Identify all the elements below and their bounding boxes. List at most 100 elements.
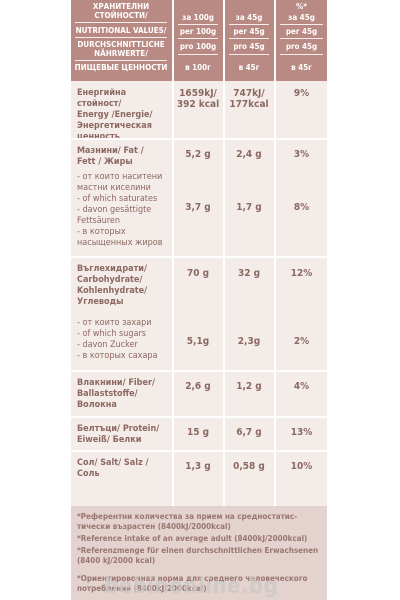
label-line: Kohlenhydrate/ bbox=[77, 286, 148, 296]
divider bbox=[229, 38, 269, 39]
footnote-line: тически възрастен (8400kJ/2000kcal) bbox=[77, 522, 231, 531]
value-percent: 4% bbox=[293, 381, 310, 392]
label-line: Energy /Energie/ bbox=[77, 110, 153, 120]
value-per-45g: 1,2 g bbox=[236, 381, 262, 392]
footnote-line: *Reference intake of an average adult (8… bbox=[77, 534, 308, 543]
label-line: Fettsäuren bbox=[77, 216, 121, 226]
header-col-line: за 45g bbox=[288, 13, 315, 22]
divider bbox=[280, 54, 323, 55]
footnote-line: *Референтни количества за прием на средн… bbox=[77, 512, 298, 521]
value-per-100g: 1659kJ/ 392 kcal bbox=[174, 88, 222, 110]
row-divider bbox=[71, 370, 327, 372]
value-per-45g: 747kJ/ 177kcal bbox=[225, 88, 273, 110]
header-col-line: pro 100g bbox=[179, 42, 217, 51]
site-watermark: bebinonline.bg bbox=[104, 574, 279, 599]
value-per-100g: 3,7 g bbox=[185, 202, 211, 213]
column-divider bbox=[172, 0, 174, 506]
value-per-100g: 5,1g bbox=[186, 336, 210, 347]
header-label-line: ПИЩЕВЫЕ ЦЕННОСТИ bbox=[74, 63, 168, 72]
label-line: - в которых сахара bbox=[77, 351, 158, 361]
divider bbox=[280, 38, 323, 39]
footnote-box: *Референтни количества за прием на средн… bbox=[71, 506, 327, 600]
header-col-line: %* bbox=[296, 2, 307, 11]
label-line: Fett / Жиры bbox=[77, 157, 133, 167]
header-col-line: pro 45g bbox=[285, 42, 318, 51]
label-line: - в которых bbox=[77, 227, 126, 237]
label-line: Энергетическая bbox=[77, 121, 152, 131]
value-percent: 13% bbox=[290, 427, 313, 438]
value-percent: 12% bbox=[290, 268, 313, 279]
header-col-line: в 100г bbox=[185, 63, 211, 72]
label-line: Сол/ Salt/ Salz / bbox=[77, 458, 149, 468]
divider bbox=[75, 22, 167, 23]
row-divider bbox=[71, 138, 327, 140]
label-line: Соль bbox=[77, 469, 100, 479]
label-line: Волокна bbox=[77, 400, 117, 410]
label-line: - of which saturates bbox=[77, 194, 158, 204]
value-per-100g: 1,3 g bbox=[185, 461, 211, 472]
footnote-line: (8400 kJ/2000 kcal) bbox=[77, 556, 156, 565]
divider bbox=[280, 24, 323, 25]
row-label: Белтъци/ Protein/ Eiweiß/ Белки bbox=[77, 424, 169, 446]
label-line: Ballaststoffe/ bbox=[77, 389, 138, 399]
header-label-line: NÄHRWERTE/ bbox=[94, 49, 148, 58]
value-per-45g: 1,7 g bbox=[236, 202, 262, 213]
row-divider bbox=[71, 416, 327, 418]
footnote-line: *Referenzmenge für einen durchschnittlic… bbox=[77, 546, 319, 555]
row-divider bbox=[71, 256, 327, 258]
column-divider bbox=[274, 0, 276, 506]
footnote-line: потребления (8400kJ/2000kcal) bbox=[77, 584, 207, 593]
header-label-line: DURCHSCHNITTLICHE bbox=[77, 40, 165, 49]
label-line: - davon Zucker bbox=[77, 340, 138, 350]
value-per-100g: 5,2 g bbox=[185, 149, 211, 160]
value-per-45g: 0,58 g bbox=[233, 461, 265, 472]
label-line: - davon gesättigte bbox=[77, 205, 152, 215]
divider bbox=[178, 38, 218, 39]
header-label-column: ХРАНИТЕЛНИ СТОЙНОСТИ/ NUTRITIONAL VALUES… bbox=[71, 0, 171, 81]
row-label: Въглехидрати/ Carbohydrate/ Kohlenhydrat… bbox=[77, 264, 169, 308]
header-label-line: СТОЙНОСТИ/ bbox=[94, 11, 148, 20]
label-line: ценность bbox=[77, 132, 120, 142]
value-per-45g: 6,7 g bbox=[236, 427, 262, 438]
header-col-line: за 100g bbox=[182, 13, 214, 22]
column-divider bbox=[223, 0, 225, 506]
value-per-45g: 2,3g bbox=[237, 336, 261, 347]
value-line: 747kJ/ bbox=[233, 88, 265, 99]
value-per-100g: 15 g bbox=[186, 427, 210, 438]
value-per-100g: 70 g bbox=[186, 268, 210, 279]
divider bbox=[75, 60, 167, 61]
label-line: - от които захари bbox=[77, 318, 152, 328]
divider bbox=[229, 54, 269, 55]
label-line: насыщенных жиров bbox=[77, 238, 163, 248]
label-line: Eiweiß/ Белки bbox=[77, 435, 142, 445]
value-percent: 2% bbox=[293, 336, 310, 347]
label-line: Енергийна стойност/ bbox=[77, 88, 127, 109]
label-line: - of which sugars bbox=[77, 329, 147, 339]
nutrition-table: ХРАНИТЕЛНИ СТОЙНОСТИ/ NUTRITIONAL VALUES… bbox=[71, 0, 327, 600]
table-header: ХРАНИТЕЛНИ СТОЙНОСТИ/ NUTRITIONAL VALUES… bbox=[71, 0, 327, 81]
value-line: 177kcal bbox=[229, 99, 269, 110]
header-per-100g: за 100g per 100g pro 100g в 100г bbox=[174, 0, 222, 81]
divider bbox=[178, 24, 218, 25]
value-percent: 10% bbox=[290, 461, 313, 472]
header-col-line: per 45g bbox=[285, 27, 318, 36]
row-label: Енергийна стойност/ Energy /Energie/ Эне… bbox=[77, 88, 169, 143]
value-per-45g: 32 g bbox=[237, 268, 261, 279]
value-percent: 9% bbox=[293, 88, 310, 99]
row-label: Влакнини/ Fiber/ Ballaststoffe/ Волокна bbox=[77, 378, 169, 411]
value-percent: 8% bbox=[293, 202, 310, 213]
row-divider bbox=[71, 450, 327, 452]
value-per-100g: 2,6 g bbox=[185, 381, 211, 392]
footnote-line: *Ориентировочная норма для среднего чело… bbox=[77, 574, 308, 583]
header-per-45g: за 45g per 45g pro 45g в 45г bbox=[225, 0, 273, 81]
divider bbox=[75, 37, 167, 38]
label-line: Carbohydrate/ bbox=[77, 275, 143, 285]
label-line: Мазнини/ Fat / bbox=[77, 146, 144, 156]
value-line: 392 kcal bbox=[176, 99, 220, 110]
header-col-line: за 45g bbox=[235, 13, 263, 22]
header-label-line: NUTRITIONAL VALUES/ bbox=[75, 26, 167, 35]
value-per-45g: 2,4 g bbox=[236, 149, 262, 160]
label-line: Углеводы bbox=[77, 297, 124, 307]
label-line: Влакнини/ Fiber/ bbox=[77, 378, 155, 388]
header-col-line: per 100g bbox=[179, 27, 217, 36]
